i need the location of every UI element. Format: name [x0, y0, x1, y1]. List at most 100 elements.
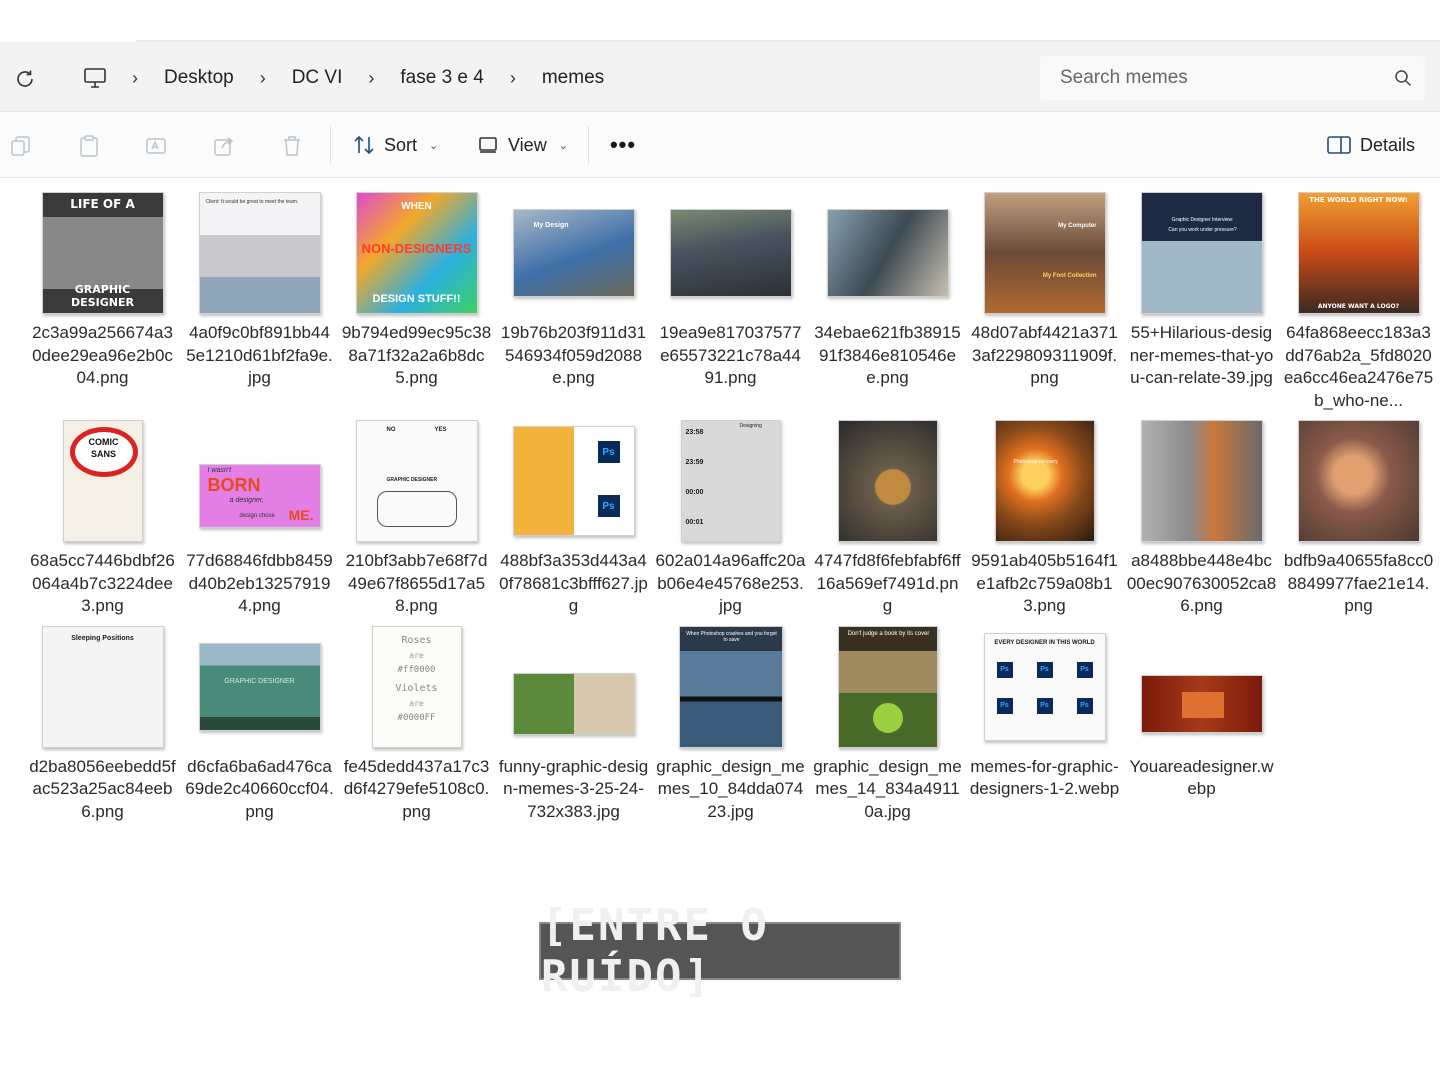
file-item[interactable]: Sleeping Positions d2ba8056eebedd5fac523…	[24, 624, 181, 824]
thumb-caption: EVERY DESIGNER IN THIS WORLD	[994, 639, 1095, 646]
view-button[interactable]: View ⌄	[478, 130, 568, 160]
delete-icon[interactable]	[279, 133, 305, 159]
search-icon[interactable]	[1381, 56, 1425, 100]
thumb-caption: WHEN	[401, 201, 432, 212]
details-label: Details	[1360, 134, 1416, 155]
file-list: LIFE OF A GRAPHIC DESIGNER 2c3a99a256674…	[24, 190, 1440, 823]
thumbnail-image	[1140, 674, 1263, 733]
thumbnail-image	[512, 672, 635, 735]
file-name: 602a014a96affc20ab06e4e45768e253.jpg	[655, 551, 806, 615]
file-item[interactable]: bdfb9a40655fa8cc08849977fae21e14.png	[1280, 418, 1437, 618]
file-name: 9b794ed99ec95c388a71f32a2a6b8dc5.png	[341, 323, 492, 387]
thumb-caption: design chose	[239, 513, 275, 519]
file-item[interactable]: THE WORLD RIGHT NOW: ANYONE WANT A LOGO?…	[1280, 190, 1437, 412]
file-item[interactable]: a8488bbe448e4bc00ec907630052ca86.png	[1123, 418, 1280, 618]
thumbnail-image: GRAPHIC DESIGNER	[198, 642, 321, 731]
file-item[interactable]: EVERY DESIGNER IN THIS WORLD Ps Ps Ps Ps…	[966, 624, 1123, 824]
breadcrumb-memes[interactable]: memes	[541, 67, 605, 88]
file-item[interactable]: WHEN NON-DESIGNERS DESIGN STUFF!! 9b794e…	[338, 190, 495, 412]
breadcrumb-fase-3-e-4[interactable]: fase 3 e 4	[400, 67, 484, 88]
breadcrumb[interactable]: › Desktop › DC VI › fase 3 e 4 › memes	[70, 56, 1030, 100]
thumb-caption: #0000FF	[397, 712, 436, 723]
breadcrumb-separator[interactable]: ›	[368, 67, 375, 88]
breadcrumb-separator[interactable]: ›	[509, 67, 516, 88]
thumb-caption: Ps	[1076, 697, 1093, 714]
file-name: 77d68846fdbb8459d40b2eb132579194.png	[186, 551, 333, 615]
file-name: graphic_design_memes_10_84dda07423.jpg	[656, 756, 805, 821]
thumb-caption: Ps	[597, 495, 620, 517]
thumb-caption: Ps	[1076, 661, 1093, 678]
file-item[interactable]: Roses are #ff0000 Violets are #0000FF fe…	[338, 624, 495, 824]
thumb-caption: My Computer	[1058, 223, 1097, 229]
thumb-caption: Ps	[996, 661, 1013, 678]
chevron-down-icon: ⌄	[429, 139, 439, 152]
details-button[interactable]: Details	[1326, 130, 1415, 160]
address-bar-row: › Desktop › DC VI › fase 3 e 4 › memes S…	[0, 42, 1440, 112]
thumb-caption: GRAPHIC DESIGNER	[71, 283, 134, 309]
rename-icon[interactable]	[143, 133, 169, 159]
thumbnail-image: My Computer My Font Collection	[983, 192, 1106, 314]
thumb-caption: ME.	[288, 507, 314, 523]
file-item[interactable]: 4747fd8f6febfabf6ff16a569ef7491d.png	[809, 418, 966, 618]
file-item[interactable]: Photoshop recovery 9591ab405b5164f1e1afb…	[966, 418, 1123, 618]
file-item[interactable]: 34ebae621fb3891591f3846e810546ee.png	[809, 190, 966, 412]
view-icon	[479, 137, 497, 153]
thumb-caption: Can you work under pressure?	[1168, 227, 1237, 233]
title-strip-divider	[136, 40, 1440, 42]
file-name: fe45dedd437a17c3d6f4279efe5108c0.png	[343, 756, 490, 821]
file-item[interactable]: Youareadesigner.webp	[1123, 624, 1280, 824]
breadcrumb-desktop[interactable]: Desktop	[164, 67, 234, 88]
file-item[interactable]: When Photoshop crashes and you forgot to…	[652, 624, 809, 824]
thumb-caption: Roses	[401, 634, 432, 646]
file-item[interactable]: NO YES GRAPHIC DESIGNER 210bf3abb7e68f7d…	[338, 418, 495, 618]
file-item[interactable]: 23:58 23:59 00:00 00:01 Designing 602a01…	[652, 418, 809, 618]
thumb-caption: are	[409, 650, 424, 660]
file-name: 4a0f9c0bf891bb445e1210d61bf2fa9e.jpg	[186, 323, 333, 387]
thumb-caption: Ps	[597, 441, 620, 463]
thumbnail-image: I wasn't BORN a designer, design chose M…	[198, 464, 321, 528]
file-item[interactable]: Don't judge a book by its cover graphic_…	[809, 624, 966, 824]
refresh-button[interactable]	[10, 64, 40, 94]
thumb-caption: Don't judge a book by its cover	[847, 630, 930, 637]
thumbnail-image: THE WORLD RIGHT NOW: ANYONE WANT A LOGO?	[1297, 192, 1420, 314]
refresh-icon	[17, 70, 33, 87]
file-item[interactable]: Graphic Designer Interview: Can you work…	[1123, 190, 1280, 412]
thumb-caption: 23:59	[685, 459, 704, 466]
thumbnail-image: Ps Ps	[512, 426, 635, 536]
more-options-button[interactable]: •••	[609, 132, 637, 157]
sort-button[interactable]: Sort ⌄	[352, 130, 438, 160]
breadcrumb-separator[interactable]: ›	[132, 67, 138, 88]
thumb-caption: Ps	[1036, 697, 1053, 714]
search-input[interactable]: Search memes	[1060, 67, 1188, 88]
file-item[interactable]: LIFE OF A GRAPHIC DESIGNER 2c3a99a256674…	[24, 190, 181, 412]
thumb-caption: are	[409, 698, 424, 708]
file-item[interactable]: My Computer My Font Collection 48d07abf4…	[966, 190, 1123, 412]
thumb-caption: #ff0000	[397, 664, 436, 675]
copy-icon[interactable]	[8, 133, 34, 159]
file-item[interactable]: Client: It would be great to meet the te…	[181, 190, 338, 412]
share-icon[interactable]	[211, 133, 237, 159]
command-bar: Sort ⌄ View ⌄ ••• Details	[0, 112, 1440, 178]
search-box[interactable]: Search memes	[1040, 56, 1425, 100]
thumb-caption: Client: It would be great to meet the te…	[205, 199, 299, 205]
file-name: Youareadesigner.webp	[1129, 756, 1274, 799]
thumb-caption: Graphic Designer Interview:	[1171, 217, 1234, 223]
thumb-caption: 00:01	[685, 519, 704, 526]
video-caption: [ENTRE O RUÍDO]	[539, 900, 901, 1002]
breadcrumb-separator[interactable]: ›	[259, 67, 266, 88]
file-item[interactable]: COMIC SANS 68a5cc7446bdbf26064a4b7c3224d…	[24, 418, 181, 618]
file-item[interactable]: funny-graphic-design-memes-3-25-24-732x3…	[495, 624, 652, 824]
file-name: 48d07abf4421a3713af229809311909f.png	[971, 323, 1118, 387]
thumb-caption: DESIGN STUFF!!	[372, 293, 461, 305]
file-item[interactable]: 19ea9e817037577e65573221c78a4491.png	[652, 190, 809, 412]
file-item[interactable]: My Design 19b76b203f911d31546934f059d208…	[495, 190, 652, 412]
paste-icon[interactable]	[76, 133, 102, 159]
this-pc-button[interactable]	[70, 56, 120, 100]
file-item[interactable]: Ps Ps 488bf3a353d443a40f78681c3bfff627.j…	[495, 418, 652, 618]
file-item[interactable]: I wasn't BORN a designer, design chose M…	[181, 418, 338, 618]
file-name: a8488bbe448e4bc00ec907630052ca86.png	[1126, 551, 1277, 615]
thumbnail-image	[826, 209, 949, 297]
breadcrumb-dc-vi[interactable]: DC VI	[291, 67, 343, 88]
file-item[interactable]: GRAPHIC DESIGNER d6cfa6ba6ad476ca69de2c4…	[181, 624, 338, 824]
sort-icon	[354, 135, 374, 155]
